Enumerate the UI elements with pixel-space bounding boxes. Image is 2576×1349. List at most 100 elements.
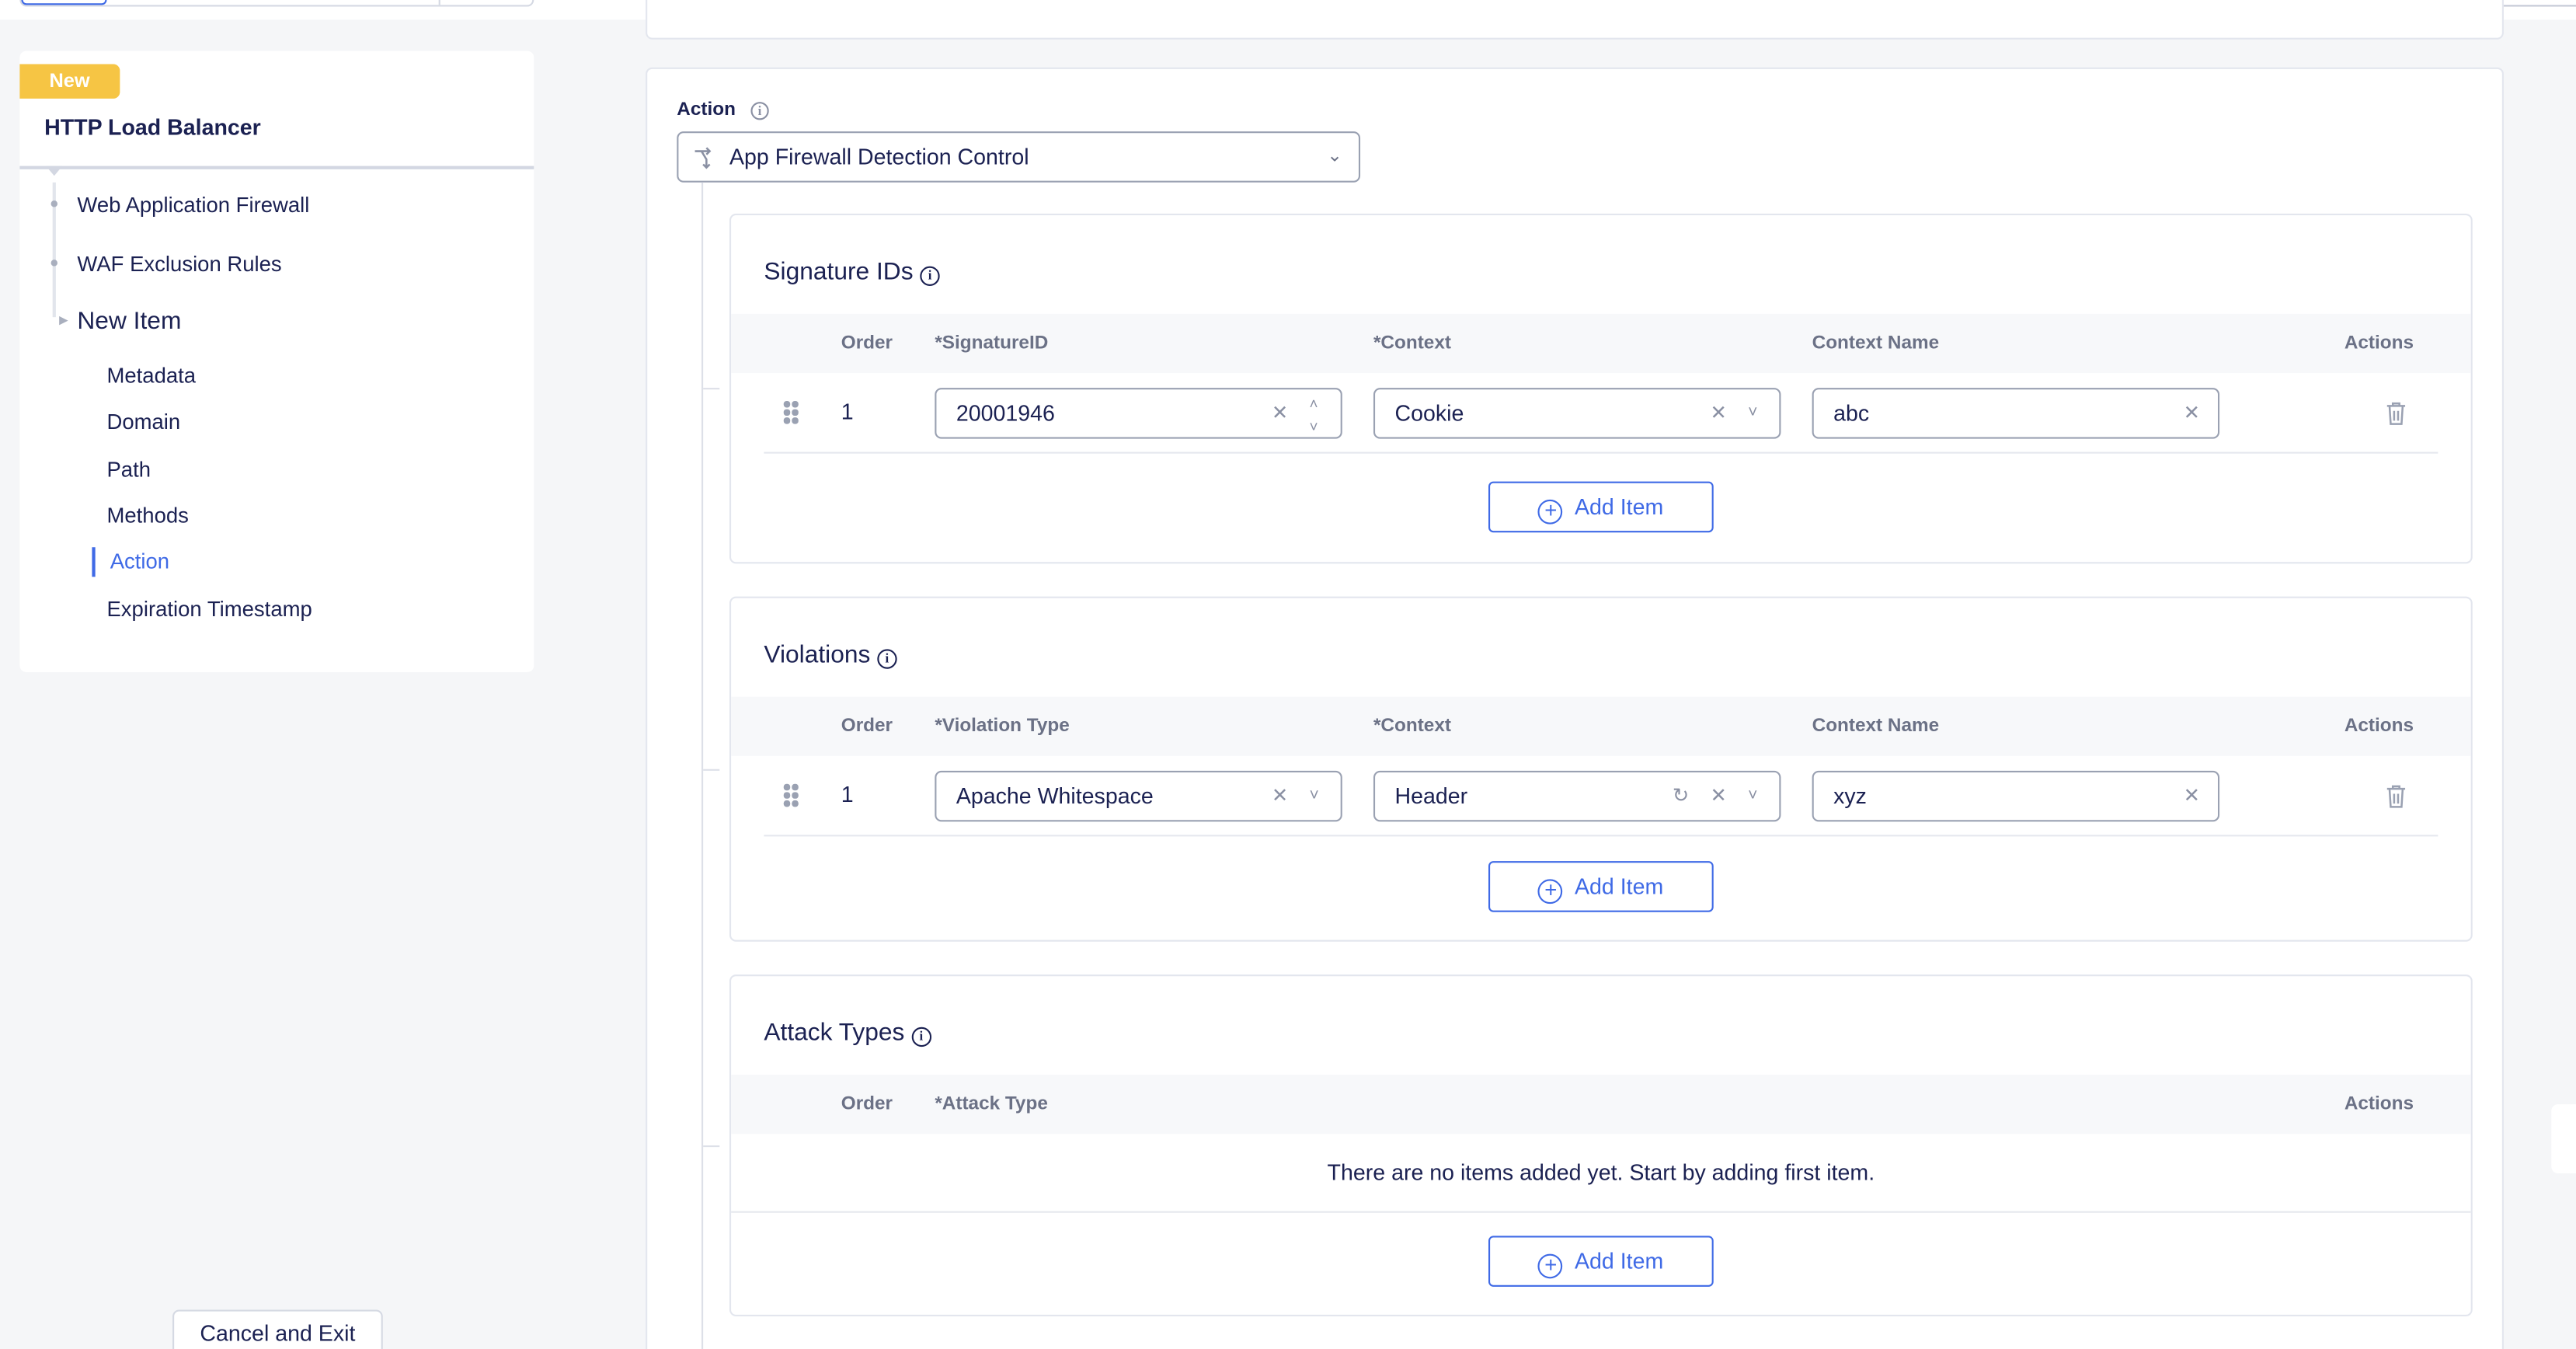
plus-circle-icon: + xyxy=(1538,1254,1564,1279)
trash-icon[interactable] xyxy=(2386,401,2407,426)
trash-icon[interactable] xyxy=(2386,784,2407,809)
tab[interactable] xyxy=(106,0,441,5)
previous-card xyxy=(646,0,2504,40)
stepper-icon[interactable]: ˄ ˅ xyxy=(1309,396,1318,436)
context-value: Cookie xyxy=(1394,401,1464,426)
sidebar-item-path[interactable]: Path xyxy=(106,456,151,482)
connector xyxy=(703,1145,720,1148)
clear-icon[interactable]: ✕ xyxy=(1710,401,1727,424)
context-name-value: abc xyxy=(1833,401,1870,426)
new-badge: New xyxy=(19,64,120,99)
column-header: *Context xyxy=(1373,333,1451,354)
tree-connector xyxy=(701,182,704,1349)
clear-icon[interactable]: ✕ xyxy=(1271,401,1289,424)
empty-state-text: There are no items added yet. Start by a… xyxy=(731,1134,2471,1213)
context-name-input[interactable]: abc ✕ xyxy=(1812,388,2220,439)
sidebar-item-metadata[interactable]: Metadata xyxy=(106,363,197,389)
attack-types-section: Attack Types i Order *Attack Type Action… xyxy=(729,974,2473,1316)
section-title: Signature IDs i xyxy=(764,258,940,286)
drag-handle-icon[interactable] xyxy=(783,401,800,424)
add-item-button[interactable]: + Add Item xyxy=(1488,1236,1714,1287)
sidebar-item-expiration-timestamp[interactable]: Expiration Timestamp xyxy=(106,596,312,622)
signature-id-input[interactable]: 20001946 ✕ ˄ ˅ xyxy=(935,388,1342,439)
tab-bar xyxy=(19,0,534,7)
table-header: Order *Violation Type *Context Context N… xyxy=(731,696,2471,756)
column-header: *Violation Type xyxy=(935,716,1070,737)
column-header: *Attack Type xyxy=(935,1094,1048,1114)
caret-right-icon: ▶ xyxy=(59,315,68,327)
tab-active[interactable] xyxy=(21,0,106,5)
context-name-input[interactable]: xyz ✕ xyxy=(1812,770,2220,822)
chevron-down-icon[interactable]: ˅ xyxy=(1748,786,1758,806)
drag-handle-icon[interactable] xyxy=(783,783,800,807)
table-header: Order *Attack Type Actions xyxy=(731,1075,2471,1135)
chevron-down-icon[interactable]: ˅ xyxy=(1748,404,1758,423)
action-label-text: Action xyxy=(677,100,736,120)
section-title-text: Violations xyxy=(764,640,871,669)
column-header: *SignatureID xyxy=(935,333,1049,354)
clear-icon[interactable]: ✕ xyxy=(1710,783,1727,807)
connector xyxy=(703,388,720,390)
info-icon[interactable]: i xyxy=(877,649,897,669)
sidebar-item-waf-exclusion-rules[interactable]: WAF Exclusion Rules xyxy=(77,251,282,277)
tree-dot xyxy=(50,200,58,207)
refresh-icon[interactable]: ↻ xyxy=(1672,783,1690,807)
sidebar-item-new-item[interactable]: New Item xyxy=(77,307,182,336)
tab[interactable] xyxy=(441,0,533,5)
cancel-and-exit-button[interactable]: Cancel and Exit xyxy=(172,1309,383,1349)
context-value: Header xyxy=(1394,783,1468,809)
context-name-value: xyz xyxy=(1833,783,1867,809)
column-header: Actions xyxy=(2344,716,2414,737)
plus-circle-icon: + xyxy=(1538,879,1564,905)
violations-section: Violations i Order *Violation Type *Cont… xyxy=(729,596,2473,942)
active-indicator xyxy=(92,547,96,577)
route-icon xyxy=(694,147,712,169)
info-icon[interactable]: i xyxy=(750,102,769,120)
sidebar-title: HTTP Load Balancer xyxy=(44,115,261,140)
add-item-button[interactable]: + Add Item xyxy=(1488,861,1714,912)
action-select[interactable]: App Firewall Detection Control ⌄ xyxy=(677,131,1361,183)
signature-ids-section: Signature IDs i Order *SignatureID *Cont… xyxy=(729,213,2473,564)
column-header: Order xyxy=(841,1094,893,1114)
clear-icon[interactable]: ✕ xyxy=(2183,783,2200,807)
divider xyxy=(19,166,534,169)
column-header: Context Name xyxy=(1812,716,1940,737)
section-title-text: Signature IDs xyxy=(764,258,914,286)
action-label: Action i xyxy=(677,100,769,120)
info-icon[interactable]: i xyxy=(920,266,940,286)
tree-line xyxy=(52,182,55,318)
side-panel-toggle[interactable] xyxy=(2551,1104,2576,1173)
violation-type-value: Apache Whitespace xyxy=(956,783,1154,809)
column-header: Actions xyxy=(2344,333,2414,354)
column-header: Actions xyxy=(2344,1094,2414,1114)
table-header: Order *SignatureID *Context Context Name… xyxy=(731,313,2471,374)
context-select[interactable]: Cookie ✕ ˅ xyxy=(1373,388,1781,439)
info-icon[interactable]: i xyxy=(911,1027,931,1047)
section-title: Violations i xyxy=(764,640,897,669)
chevron-down-icon[interactable]: ˅ xyxy=(1309,786,1319,806)
table-row: 1 Apache Whitespace ✕ ˅ Header ↻ ✕ ˅ xyz… xyxy=(764,756,2438,837)
sidebar-item-web-application-firewall[interactable]: Web Application Firewall xyxy=(77,192,310,218)
sidebar-nav: New HTTP Load Balancer Web Application F… xyxy=(19,51,534,672)
signature-id-value: 20001946 xyxy=(956,401,1055,426)
add-item-label: Add Item xyxy=(1575,874,1664,899)
tree-dot xyxy=(50,260,58,267)
clear-icon[interactable]: ✕ xyxy=(1271,783,1289,807)
sidebar-item-methods[interactable]: Methods xyxy=(106,503,189,528)
violation-type-select[interactable]: Apache Whitespace ✕ ˅ xyxy=(935,770,1342,822)
chevron-down-icon: ⌄ xyxy=(1327,146,1342,166)
divider-notch xyxy=(46,166,63,176)
add-item-button[interactable]: + Add Item xyxy=(1488,481,1714,533)
column-header: *Context xyxy=(1373,716,1451,737)
column-header: Order xyxy=(841,716,893,737)
column-header: Context Name xyxy=(1812,333,1940,354)
section-title-text: Attack Types xyxy=(764,1019,905,1047)
clear-icon[interactable]: ✕ xyxy=(2183,401,2200,424)
table-row: 1 20001946 ✕ ˄ ˅ Cookie ✕ ˅ abc ✕ xyxy=(764,373,2438,454)
order-value: 1 xyxy=(841,399,854,424)
action-select-value: App Firewall Detection Control xyxy=(729,145,1029,169)
section-title: Attack Types i xyxy=(764,1019,931,1047)
sidebar-item-domain[interactable]: Domain xyxy=(106,409,181,434)
context-select[interactable]: Header ↻ ✕ ˅ xyxy=(1373,770,1781,822)
sidebar-item-action[interactable]: Action xyxy=(110,549,170,574)
